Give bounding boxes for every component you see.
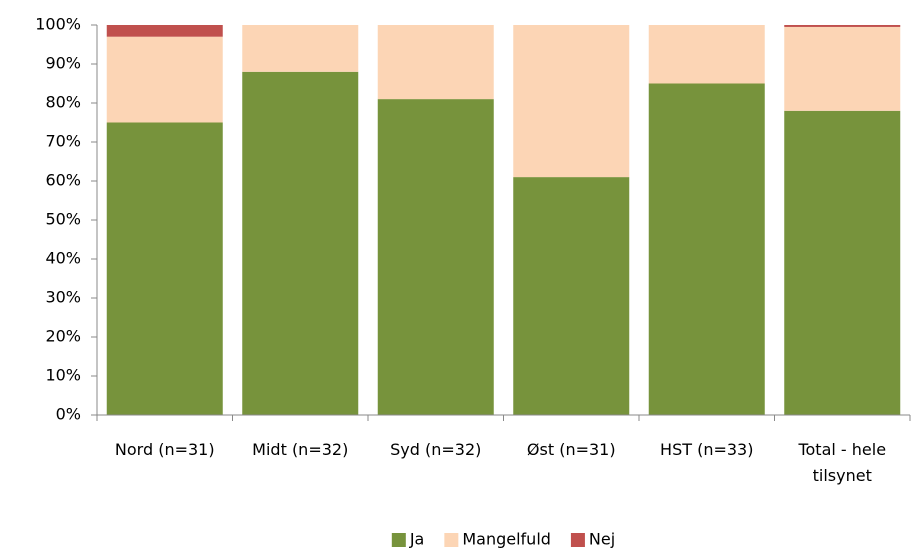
y-tick-label: 100%	[35, 15, 81, 34]
x-tick-label: HST (n=33)	[660, 440, 754, 459]
y-tick-label: 60%	[45, 171, 81, 190]
y-tick-label: 20%	[45, 327, 81, 346]
bar-segment	[242, 71, 359, 416]
y-tick-label: 0%	[56, 405, 81, 424]
legend-label: Ja	[409, 530, 425, 549]
x-tick-label: Øst (n=31)	[526, 440, 616, 459]
legend-label: Mangelfuld	[462, 530, 551, 549]
bar-segment	[513, 25, 630, 178]
y-tick-label: 90%	[45, 54, 81, 73]
bar-segment	[106, 36, 223, 123]
y-tick-label: 10%	[45, 366, 81, 385]
x-tick-label: Nord (n=31)	[114, 440, 215, 459]
legend-swatch	[444, 533, 459, 547]
y-tick-label: 70%	[45, 132, 81, 151]
legend-swatch	[391, 533, 406, 547]
legend-label: Nej	[589, 530, 615, 549]
legend-swatch	[570, 533, 585, 547]
bar-segment	[377, 25, 494, 100]
x-tick-label: Syd (n=32)	[390, 440, 482, 459]
bar-segment	[106, 122, 223, 415]
x-tick-label: Midt (n=32)	[252, 440, 349, 459]
bar-segment	[784, 25, 901, 27]
bar-segment	[513, 177, 630, 415]
bar-segment	[106, 25, 223, 37]
bar-segment	[648, 25, 765, 84]
x-tick-label: Total - hele tilsynet	[798, 440, 887, 485]
y-tick-label: 40%	[45, 249, 81, 268]
y-tick-label: 50%	[45, 210, 81, 229]
bar-segment	[242, 25, 359, 72]
bar-segment	[377, 99, 494, 415]
y-tick-label: 80%	[45, 93, 81, 112]
bar-segment	[784, 26, 901, 111]
y-tick-label: 30%	[45, 288, 81, 307]
bar-segment	[784, 110, 901, 416]
bar-segment	[648, 83, 765, 415]
